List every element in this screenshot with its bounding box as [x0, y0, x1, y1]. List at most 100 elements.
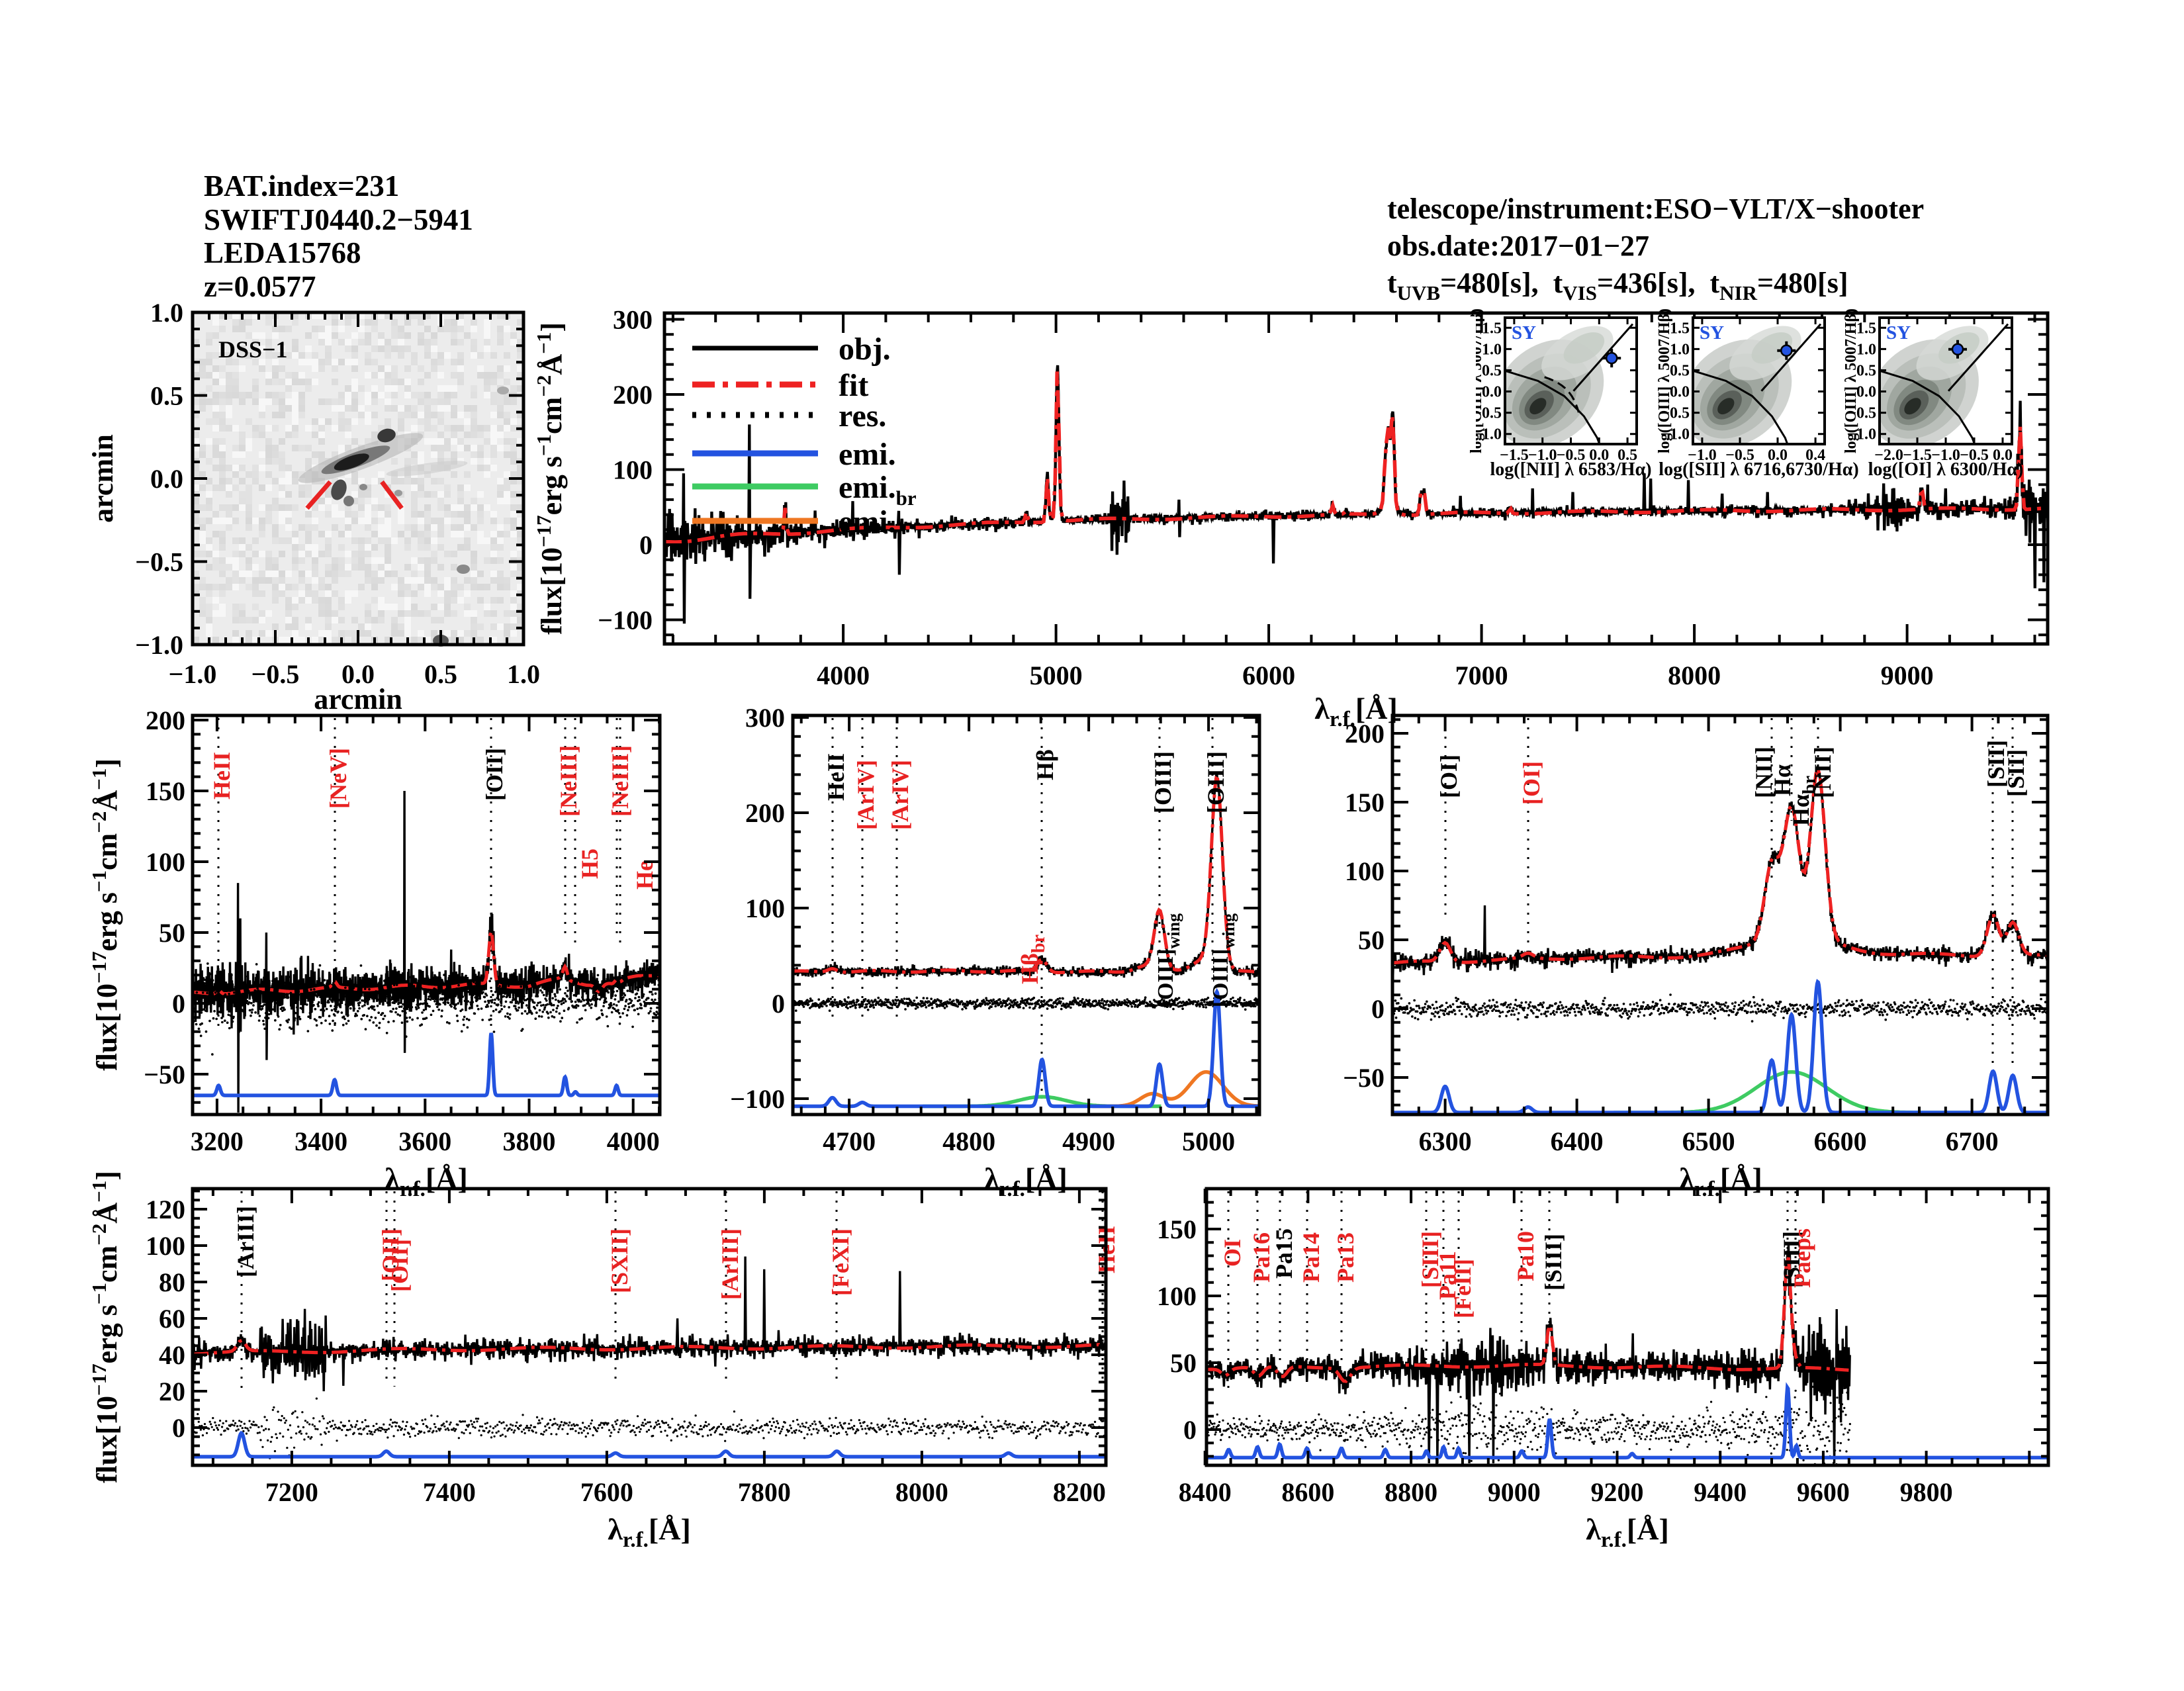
svg-text:100: 100: [745, 893, 785, 923]
svg-text:obj.: obj.: [839, 332, 891, 367]
svg-text:0.5: 0.5: [1670, 363, 1690, 380]
svg-text:Pa15: Pa15: [1271, 1228, 1297, 1279]
svg-text:log([OIII] λ 5007/Hβ): log([OIII] λ 5007/Hβ): [1843, 308, 1860, 453]
svg-text:[NeV]: [NeV]: [325, 748, 351, 809]
svg-text:[FeXI]: [FeXI]: [827, 1228, 854, 1296]
svg-text:200: 200: [146, 706, 185, 735]
svg-text:[OII]: [OII]: [377, 1228, 404, 1281]
svg-text:6000: 6000: [1242, 661, 1295, 690]
svg-text:[NII]: [NII]: [1809, 747, 1836, 798]
svg-text:Pa10: Pa10: [1512, 1231, 1539, 1281]
svg-text:−1.0: −1.0: [1931, 447, 1960, 464]
svg-text:0.0: 0.0: [1856, 384, 1876, 401]
svg-text:SY: SY: [1700, 322, 1724, 343]
svg-text:obs.date:2017−01−27: obs.date:2017−01−27: [1387, 230, 1649, 262]
svg-text:[OIII]: [OIII]: [1150, 751, 1176, 813]
svg-text:40: 40: [159, 1340, 185, 1370]
svg-text:−1.0: −1.0: [1473, 426, 1502, 443]
svg-text:9600: 9600: [1797, 1477, 1850, 1507]
svg-text:[SIII]: [SIII]: [1540, 1234, 1567, 1291]
svg-text:50: 50: [159, 918, 185, 948]
svg-text:1.0: 1.0: [1670, 341, 1690, 358]
svg-text:8000: 8000: [895, 1477, 948, 1507]
svg-text:−0.5: −0.5: [1960, 447, 1989, 464]
svg-text:SY: SY: [1886, 322, 1911, 343]
svg-text:8200: 8200: [1053, 1477, 1106, 1507]
svg-text:SY: SY: [1512, 322, 1536, 343]
svg-text:[SIII]: [SIII]: [1778, 1231, 1805, 1288]
svg-text:0: 0: [1371, 994, 1385, 1024]
svg-text:100: 100: [146, 1231, 185, 1261]
svg-text:1.0: 1.0: [150, 298, 183, 328]
svg-text:4900: 4900: [1062, 1126, 1115, 1156]
svg-text:4800: 4800: [942, 1126, 995, 1156]
svg-text:6500: 6500: [1682, 1126, 1735, 1156]
svg-text:7400: 7400: [423, 1477, 476, 1507]
svg-text:0.0: 0.0: [1768, 447, 1788, 464]
svg-text:[NII]: [NII]: [1751, 747, 1777, 798]
svg-text:SWIFTJ0440.2−5941: SWIFTJ0440.2−5941: [204, 203, 473, 236]
svg-text:0.5: 0.5: [1856, 363, 1876, 380]
svg-text:−0.5: −0.5: [1847, 405, 1876, 422]
svg-text:120: 120: [146, 1195, 185, 1224]
svg-text:4700: 4700: [823, 1126, 876, 1156]
svg-text:[SII]: [SII]: [1983, 740, 2009, 788]
svg-text:emi.: emi.: [839, 504, 896, 539]
svg-text:[NeIII]: [NeIII]: [555, 745, 582, 817]
svg-text:0.5: 0.5: [1482, 363, 1502, 380]
svg-text:[NeIII]: [NeIII]: [607, 745, 633, 817]
svg-text:9400: 9400: [1694, 1477, 1747, 1507]
svg-text:7800: 7800: [738, 1477, 791, 1507]
svg-text:[ArIII]: [ArIII]: [232, 1206, 259, 1277]
svg-text:0: 0: [1183, 1415, 1197, 1445]
svg-text:flux[10−17erg s−1cm−2Å−1]: flux[10−17erg s−1cm−2Å−1]: [532, 322, 568, 635]
svg-text:Pa14: Pa14: [1298, 1232, 1324, 1283]
svg-text:20: 20: [159, 1377, 185, 1406]
svg-text:HeII: HeII: [208, 752, 235, 800]
svg-text:150: 150: [1345, 788, 1385, 817]
svg-text:3800: 3800: [503, 1126, 556, 1156]
svg-text:H5: H5: [576, 848, 603, 879]
svg-text:−2.0: −2.0: [1874, 447, 1903, 464]
svg-text:log([OI] λ 6300/Hα): log([OI] λ 6300/Hα): [1868, 459, 2024, 480]
svg-text:−1.5: −1.5: [1500, 447, 1529, 464]
svg-text:3400: 3400: [295, 1126, 347, 1156]
svg-text:0.0: 0.0: [1993, 447, 2013, 464]
svg-text:80: 80: [159, 1267, 185, 1297]
svg-text:−1.0: −1.0: [1528, 447, 1557, 464]
svg-text:300: 300: [745, 703, 785, 733]
svg-text:−50: −50: [1343, 1063, 1385, 1093]
svg-text:BAT.index=231: BAT.index=231: [204, 169, 399, 203]
svg-text:1.5: 1.5: [1670, 320, 1690, 337]
svg-text:0.0: 0.0: [1482, 384, 1502, 401]
svg-text:100: 100: [1345, 856, 1385, 886]
svg-text:−0.5: −0.5: [1661, 405, 1690, 422]
svg-text:−1.0: −1.0: [1688, 447, 1717, 464]
svg-text:−0.5: −0.5: [1557, 447, 1586, 464]
svg-text:DSS−1: DSS−1: [218, 336, 288, 363]
svg-text:1.0: 1.0: [507, 659, 540, 689]
svg-text:[ArIII]: [ArIII]: [717, 1228, 743, 1300]
svg-text:[OI]: [OI]: [1435, 754, 1462, 798]
svg-text:150: 150: [146, 776, 185, 806]
svg-text:3200: 3200: [191, 1126, 244, 1156]
svg-text:9800: 9800: [1900, 1477, 1953, 1507]
svg-text:−0.5: −0.5: [135, 547, 183, 577]
svg-text:−0.5: −0.5: [1473, 405, 1502, 422]
svg-text:Pa13: Pa13: [1332, 1232, 1359, 1283]
svg-text:Hβ: Hβ: [1032, 749, 1058, 780]
svg-text:0.4: 0.4: [1805, 447, 1825, 464]
svg-text:[FeII]: [FeII]: [1449, 1259, 1476, 1318]
svg-text:HeII: HeII: [823, 753, 849, 801]
svg-text:1.0: 1.0: [1482, 341, 1502, 358]
svg-text:0.0: 0.0: [341, 659, 375, 689]
svg-text:λr.f.[Å]: λr.f.[Å]: [608, 1512, 691, 1552]
svg-text:Paeps: Paeps: [1789, 1228, 1815, 1288]
svg-text:6300: 6300: [1419, 1126, 1472, 1156]
svg-text:OI: OI: [1219, 1239, 1246, 1267]
svg-text:log([OIII] λ 5007/Hβ): log([OIII] λ 5007/Hβ): [1656, 308, 1673, 453]
svg-text:0.0: 0.0: [1589, 447, 1609, 464]
svg-text:[ArIV]: [ArIV]: [852, 760, 879, 830]
svg-text:1.5: 1.5: [1856, 320, 1876, 337]
svg-text:7000: 7000: [1455, 661, 1508, 690]
